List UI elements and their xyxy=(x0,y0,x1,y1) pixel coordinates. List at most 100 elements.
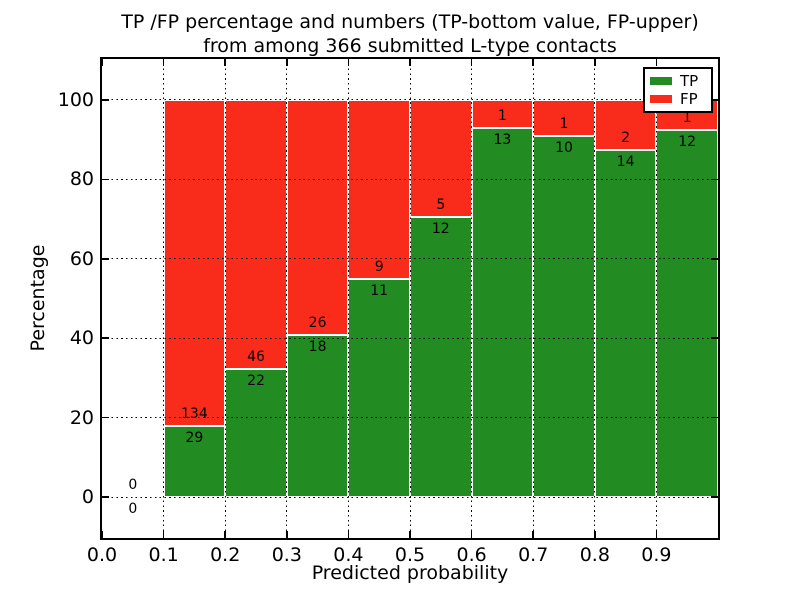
x-tick-label: 0.5 xyxy=(394,544,426,566)
x-tick-mark-top xyxy=(347,59,350,66)
gridline-v xyxy=(409,59,411,538)
y-tick-mark-right xyxy=(711,99,718,101)
y-tick-mark-right xyxy=(711,178,718,181)
y-tick-label: 40 xyxy=(69,327,94,350)
x-tick-mark-top xyxy=(594,59,596,66)
bar-label-fp: 9 xyxy=(374,258,384,275)
y-tick-mark-left xyxy=(102,258,109,260)
gridline-v xyxy=(594,59,596,538)
x-tick-mark-top xyxy=(409,59,411,66)
x-tick-mark-bottom xyxy=(101,531,103,538)
x-tick-mark-bottom xyxy=(409,531,411,538)
bar-segment-fp xyxy=(163,99,226,427)
x-tick-label: 0.9 xyxy=(641,544,672,566)
gridline-v xyxy=(471,59,473,538)
bar-label-fp: 1 xyxy=(682,110,692,127)
bar-label-tp: 22 xyxy=(247,372,265,389)
y-tick-label: 80 xyxy=(69,168,94,191)
bar-segment-tp xyxy=(656,130,718,498)
y-tick-mark-left xyxy=(102,496,109,498)
bar-segment-tp xyxy=(594,149,657,498)
x-tick-label: 0.7 xyxy=(518,544,549,566)
x-tick-mark-bottom xyxy=(470,531,473,538)
x-tick-mark-bottom xyxy=(224,531,226,538)
x-tick-mark-bottom xyxy=(655,531,658,538)
bar-segment-tp xyxy=(286,334,349,498)
bar-label-fp: 26 xyxy=(308,314,327,331)
y-tick-mark-left xyxy=(102,337,109,339)
x-tick-label: 0.3 xyxy=(271,544,302,566)
x-tick-mark-bottom xyxy=(594,531,596,538)
y-tick-label: 60 xyxy=(69,247,94,270)
legend-label-fp: FP xyxy=(680,90,698,108)
tp-color-swatch xyxy=(650,77,672,85)
bar-label-fp: 5 xyxy=(436,196,446,213)
x-tick-mark-bottom xyxy=(347,531,350,538)
bar-label-tp: 12 xyxy=(678,134,697,151)
x-axis-label: Predicted probability xyxy=(311,562,509,584)
bar-segment-fp xyxy=(410,99,472,217)
bar-label-tp: 29 xyxy=(185,430,204,447)
gridline-v xyxy=(532,59,534,538)
x-tick-mark-bottom xyxy=(286,531,288,538)
bar-label-tp: 11 xyxy=(370,282,389,299)
legend-entry-tp: TP xyxy=(650,73,706,89)
bar-segment-tp xyxy=(471,128,534,498)
bar-segment-fp xyxy=(286,99,349,335)
x-tick-label: 0.6 xyxy=(456,544,487,566)
bar-label-fp: 46 xyxy=(247,348,265,365)
y-tick-mark-right xyxy=(711,496,718,498)
plot-area: TP FP 0 0 134 29 46 22 26 18 9 11 5 12 1 13 1 10 2 14 1 12 xyxy=(100,57,720,540)
x-tick-label: 0.0 xyxy=(86,544,118,566)
bar-label-tp: 0 xyxy=(128,501,138,518)
x-tick-mark-top xyxy=(101,59,103,66)
bar-segment-fp xyxy=(533,99,595,136)
y-tick-label: 100 xyxy=(57,88,94,111)
bar-label-fp: 1 xyxy=(497,108,507,125)
fp-color-swatch xyxy=(650,95,672,103)
x-tick-label: 0.2 xyxy=(210,544,241,566)
legend-entry-fp: FP xyxy=(650,91,706,107)
x-tick-mark-bottom xyxy=(532,531,534,538)
gridline-v xyxy=(347,59,349,538)
bar-label-tp: 14 xyxy=(616,153,635,170)
bar-label-fp: 1 xyxy=(559,116,569,133)
gridline-v xyxy=(163,59,165,538)
legend-label-tp: TP xyxy=(680,72,699,90)
y-tick-mark-left xyxy=(102,99,109,101)
x-tick-mark-bottom xyxy=(162,531,165,538)
x-tick-label: 0.8 xyxy=(579,544,610,566)
chart-title-line2: from among 366 submitted L-type contacts xyxy=(203,35,617,57)
gridline-v xyxy=(286,59,288,538)
x-tick-mark-top xyxy=(224,59,226,66)
bar-segment-fp xyxy=(471,99,534,129)
bar-segment-fp xyxy=(348,99,410,279)
x-tick-mark-top xyxy=(286,59,288,66)
x-tick-label: 0.1 xyxy=(148,544,179,566)
y-tick-label: 0 xyxy=(81,486,94,509)
x-tick-mark-top xyxy=(655,59,658,66)
bar-label-tp: 12 xyxy=(431,220,450,237)
x-tick-mark-top xyxy=(532,59,534,66)
bar-label-tp: 18 xyxy=(308,338,327,355)
y-tick-mark-right xyxy=(711,258,718,260)
bar-label-fp: 0 xyxy=(128,477,138,494)
bar-label-tp: 10 xyxy=(555,140,573,157)
bar-label-tp: 13 xyxy=(493,132,512,149)
y-tick-label: 20 xyxy=(69,406,94,429)
x-tick-mark-top xyxy=(162,59,165,66)
y-tick-mark-left xyxy=(102,416,109,419)
y-tick-mark-left xyxy=(102,178,109,181)
legend: TP FP xyxy=(643,67,713,113)
y-tick-mark-right xyxy=(711,416,718,419)
chart-title: TP /FP percentage and numbers (TP-bottom… xyxy=(10,10,800,58)
gridline-v xyxy=(224,59,226,538)
chart-title-line1: TP /FP percentage and numbers (TP-bottom… xyxy=(121,11,699,33)
x-tick-mark-top xyxy=(470,59,473,66)
y-tick-mark-right xyxy=(711,337,718,339)
bar-segment-fp xyxy=(225,99,287,369)
bar-segment-tp xyxy=(348,278,410,498)
bar-label-fp: 134 xyxy=(181,406,208,423)
x-tick-label: 0.4 xyxy=(333,544,364,566)
